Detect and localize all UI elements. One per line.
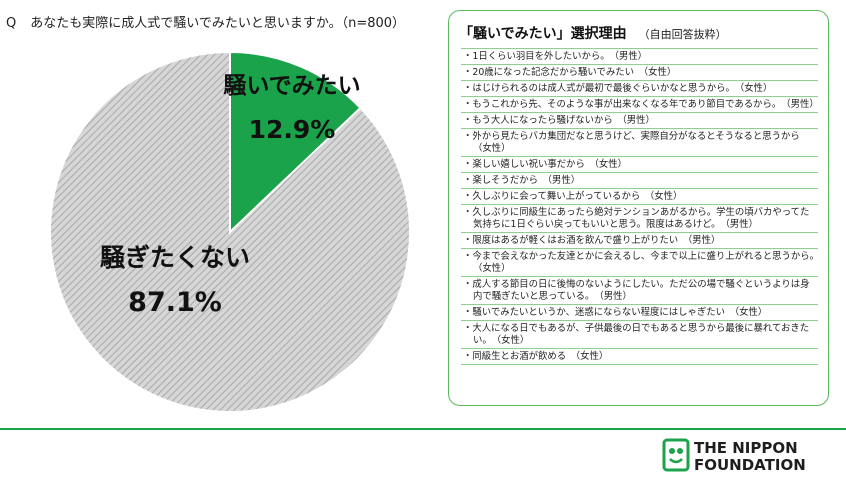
reason-item: ・楽しそうだから （男性）: [461, 172, 818, 188]
nippon-foundation-logo-icon: [662, 438, 690, 472]
brand-name: THE NIPPON FOUNDATION: [694, 440, 806, 474]
slice-label: 騒いでみたい: [223, 73, 360, 99]
footer-divider: [0, 428, 846, 430]
question-text: Q あなたも実際に成人式で騒いでみたいと思いますか。（n=800）: [6, 12, 405, 31]
reason-item: ・楽しい嬉しい祝い事だから （女性）: [461, 156, 818, 172]
reason-item: ・1日くらい羽目を外したいから。 （男性）: [461, 48, 818, 64]
brand-name-line1: THE NIPPON: [694, 439, 798, 457]
reason-item: ・同級生とお酒が飲める （女性）: [461, 348, 818, 365]
pie-chart: 騒いでみたい 12.9% 騒ぎたくない 87.1%: [49, 50, 411, 413]
pie-labels: 騒いでみたい 12.9% 騒ぎたくない 87.1%: [100, 73, 361, 318]
reasons-header: 「騒いでみたい」選択理由 （自由回答抜粋）: [459, 23, 727, 43]
brand-name-line2: FOUNDATION: [694, 456, 806, 474]
reason-item: ・騒いでみたいというか、迷惑にならない程度にはしゃぎたい （女性）: [461, 304, 818, 320]
pie-slice: [49, 50, 411, 413]
reason-item: ・限度はあるが軽くはお酒を飲んで盛り上がりたい （男性）: [461, 232, 818, 248]
reasons-title: 「騒いでみたい」選択理由: [459, 26, 627, 42]
question-prefix: Q: [6, 16, 17, 31]
reason-item: ・外から見たらバカ集団だなと思うけど、実際自分がなるとそうなると思うから （女性…: [461, 128, 818, 156]
slice-label: 騒ぎたくない: [100, 243, 250, 272]
reason-item: ・久しぶりに会って舞い上がっているから （女性）: [461, 188, 818, 204]
reason-item: ・もうこれから先、そのような事が出来なくなる年であり節目であるから。 （男性）: [461, 96, 819, 112]
slice-value-label: 87.1%: [128, 287, 222, 318]
reason-item: ・はじけられるのは成人式が最初で最後ぐらいかなと思うから。 （女性）: [461, 80, 818, 96]
pie-slices: [49, 50, 411, 413]
question-body: あなたも実際に成人式で騒いでみたいと思いますか。（n=800）: [30, 16, 406, 31]
reasons-list: ・1日くらい羽目を外したいから。 （男性） ・20歳になった記念だから騒いでみたい…: [461, 48, 824, 365]
slice-value-label: 12.9%: [249, 115, 336, 144]
reason-item: ・久しぶりに同級生にあったら絶対テンションあがるから。学生の頃バカやってた気持ち…: [461, 204, 818, 232]
reasons-subtitle: （自由回答抜粋）: [638, 28, 727, 41]
reason-item: ・大人になる日でもあるが、子供最後の日でもあると思うから最後に暴れておきたい。 …: [461, 320, 818, 348]
reason-item: ・成人する節目の日に後悔のないようにしたい。ただ公の場で騒ぐというよりは身内で騒…: [461, 276, 818, 304]
reason-item: ・今まで会えなかった友達とかに会えるし、今まで以上に盛り上がれると思うから。 （…: [461, 248, 824, 276]
reason-item: ・20歳になった記念だから騒いでみたい （女性）: [461, 64, 818, 80]
pie-slice: [229, 50, 362, 235]
reasons-panel: 「騒いでみたい」選択理由 （自由回答抜粋） ・1日くらい羽目を外したいから。 （男…: [448, 10, 829, 406]
reason-item: ・もう大人になったら騒げないから （男性）: [461, 112, 818, 128]
